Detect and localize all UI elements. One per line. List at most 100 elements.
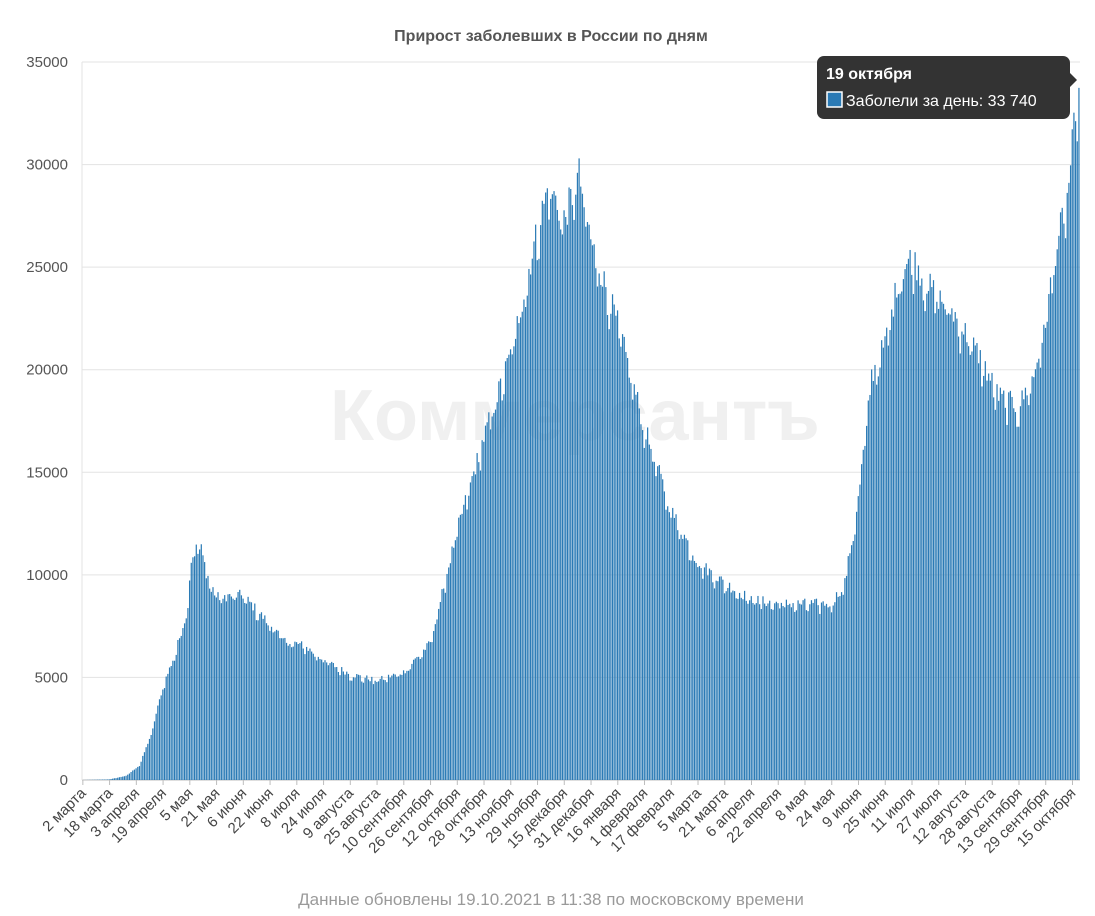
bar[interactable]	[163, 688, 166, 780]
bar[interactable]	[1041, 342, 1043, 780]
bar[interactable]	[341, 667, 343, 780]
bar[interactable]	[620, 346, 622, 780]
bar[interactable]	[474, 474, 477, 780]
bar[interactable]	[351, 680, 353, 780]
bar[interactable]	[1028, 405, 1030, 780]
bar[interactable]	[805, 610, 808, 780]
bar[interactable]	[628, 377, 630, 780]
bar[interactable]	[663, 491, 665, 780]
bar[interactable]	[180, 635, 182, 780]
bar[interactable]	[262, 618, 264, 780]
bar[interactable]	[245, 603, 248, 780]
bar[interactable]	[137, 766, 139, 780]
bar[interactable]	[1031, 376, 1033, 780]
bar[interactable]	[593, 244, 595, 781]
bar[interactable]	[498, 381, 500, 780]
bar[interactable]	[282, 638, 284, 780]
bar[interactable]	[727, 587, 729, 780]
bar[interactable]	[337, 672, 339, 780]
bar[interactable]	[1061, 207, 1063, 781]
bar[interactable]	[287, 645, 289, 780]
bar[interactable]	[854, 534, 856, 781]
bar[interactable]	[812, 602, 814, 780]
bar[interactable]	[412, 659, 415, 780]
bar[interactable]	[988, 373, 990, 780]
bar[interactable]	[720, 576, 722, 780]
bar[interactable]	[615, 315, 617, 780]
bar[interactable]	[234, 599, 236, 780]
bar[interactable]	[670, 517, 672, 780]
bar[interactable]	[197, 553, 199, 780]
bar[interactable]	[640, 424, 642, 780]
bar[interactable]	[242, 598, 244, 780]
bar[interactable]	[449, 563, 451, 780]
bar[interactable]	[961, 331, 963, 780]
bar[interactable]	[827, 607, 829, 780]
bar[interactable]	[645, 439, 647, 780]
bar[interactable]	[625, 351, 627, 780]
bar[interactable]	[762, 596, 764, 780]
bar[interactable]	[1003, 390, 1005, 780]
bar[interactable]	[347, 673, 350, 780]
bar[interactable]	[702, 578, 704, 780]
bar[interactable]	[244, 602, 246, 780]
bar[interactable]	[122, 776, 124, 780]
bar[interactable]	[1051, 293, 1053, 780]
bar[interactable]	[1026, 395, 1028, 780]
bar[interactable]	[429, 642, 431, 780]
bar[interactable]	[847, 556, 849, 780]
bar[interactable]	[983, 375, 985, 780]
bar[interactable]	[1013, 408, 1015, 780]
bar[interactable]	[356, 674, 358, 780]
bar[interactable]	[667, 506, 669, 780]
bar[interactable]	[387, 674, 390, 780]
bar[interactable]	[250, 602, 253, 780]
bar[interactable]	[797, 600, 799, 780]
bar[interactable]	[155, 713, 157, 780]
bar[interactable]	[519, 317, 522, 780]
bar[interactable]	[247, 596, 249, 780]
bar[interactable]	[369, 681, 371, 780]
bar[interactable]	[377, 681, 380, 780]
bar[interactable]	[1043, 324, 1045, 780]
bar[interactable]	[747, 603, 749, 780]
bar[interactable]	[936, 301, 938, 780]
bar[interactable]	[834, 602, 836, 780]
bar[interactable]	[631, 399, 634, 780]
bar[interactable]	[817, 605, 819, 780]
bar[interactable]	[120, 776, 122, 780]
bar[interactable]	[738, 592, 741, 780]
bar[interactable]	[825, 603, 828, 780]
bar[interactable]	[514, 338, 517, 780]
bar[interactable]	[195, 544, 197, 780]
bar[interactable]	[503, 394, 505, 780]
bar[interactable]	[887, 345, 889, 780]
bar[interactable]	[150, 734, 152, 780]
bar[interactable]	[274, 631, 276, 780]
bar[interactable]	[322, 662, 324, 780]
bar[interactable]	[279, 638, 281, 780]
bar[interactable]	[224, 595, 226, 780]
bar[interactable]	[723, 593, 726, 780]
bar[interactable]	[884, 336, 886, 780]
bar[interactable]	[566, 224, 569, 780]
bar[interactable]	[556, 209, 558, 780]
bar[interactable]	[299, 643, 301, 780]
bar[interactable]	[424, 649, 426, 780]
bar[interactable]	[157, 705, 159, 780]
bar[interactable]	[1029, 393, 1032, 780]
bar[interactable]	[586, 222, 589, 780]
bar[interactable]	[911, 274, 913, 780]
bar[interactable]	[483, 441, 485, 780]
bar[interactable]	[677, 530, 679, 780]
bar[interactable]	[518, 323, 520, 780]
bar[interactable]	[698, 566, 701, 780]
bar[interactable]	[839, 596, 841, 780]
bar[interactable]	[850, 545, 853, 780]
bar[interactable]	[448, 567, 450, 780]
bar[interactable]	[528, 268, 530, 780]
bar[interactable]	[683, 534, 686, 780]
bar[interactable]	[314, 656, 316, 780]
bar[interactable]	[779, 608, 781, 780]
bar[interactable]	[1059, 212, 1062, 780]
